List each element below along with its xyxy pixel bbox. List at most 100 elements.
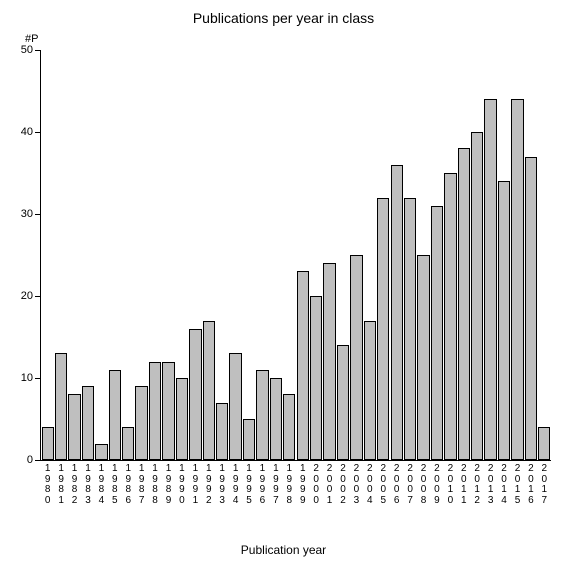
bar-slot: 2 0 0 0 xyxy=(309,50,322,460)
bar-slot: 2 0 1 0 xyxy=(444,50,457,460)
x-tick-label: 2 0 1 6 xyxy=(526,464,536,506)
y-tick-label: 40 xyxy=(21,126,33,138)
x-tick-label: 1 9 9 7 xyxy=(271,464,281,506)
bar-slot: 2 0 0 1 xyxy=(323,50,336,460)
bar xyxy=(511,99,523,460)
bar xyxy=(297,271,309,460)
bar xyxy=(176,378,188,460)
x-tick-label: 1 9 8 5 xyxy=(110,464,120,506)
bar-slot: 1 9 9 3 xyxy=(215,50,228,460)
bar-slot: 1 9 8 3 xyxy=(81,50,94,460)
x-tick-label: 2 0 1 3 xyxy=(486,464,496,506)
x-tick-label: 2 0 1 5 xyxy=(512,464,522,506)
bar-slot: 2 0 0 6 xyxy=(390,50,403,460)
x-tick-label: 1 9 8 1 xyxy=(56,464,66,506)
bar-slot: 1 9 8 0 xyxy=(41,50,54,460)
bar xyxy=(55,353,67,460)
x-tick-label: 2 0 0 1 xyxy=(325,464,335,506)
y-tick xyxy=(35,296,41,297)
publications-bar-chart: Publications per year in class #P 1 9 8 … xyxy=(0,0,567,567)
bar xyxy=(538,427,550,460)
x-tick-label: 2 0 0 9 xyxy=(432,464,442,506)
x-tick-label: 1 9 9 2 xyxy=(204,464,214,506)
x-axis-title: Publication year xyxy=(0,543,567,557)
y-tick xyxy=(35,378,41,379)
bar-slot: 2 0 0 8 xyxy=(417,50,430,460)
x-tick-label: 2 0 1 2 xyxy=(472,464,482,506)
bar-slot: 1 9 8 9 xyxy=(162,50,175,460)
x-tick-label: 1 9 9 8 xyxy=(284,464,294,506)
bar-slot: 2 0 1 6 xyxy=(524,50,537,460)
bar xyxy=(189,329,201,460)
bar xyxy=(283,394,295,460)
x-tick-label: 1 9 8 2 xyxy=(70,464,80,506)
x-tick-label: 1 9 9 1 xyxy=(190,464,200,506)
x-tick-label: 2 0 0 2 xyxy=(338,464,348,506)
x-tick-label: 2 0 0 8 xyxy=(419,464,429,506)
bar xyxy=(95,444,107,460)
bar xyxy=(471,132,483,460)
bar-slot: 1 9 9 0 xyxy=(175,50,188,460)
y-tick-label: 0 xyxy=(27,454,33,466)
bar xyxy=(229,353,241,460)
bar-slot: 1 9 9 7 xyxy=(269,50,282,460)
x-tick-label: 1 9 8 8 xyxy=(150,464,160,506)
bar xyxy=(498,181,510,460)
bar-slot: 1 9 8 1 xyxy=(54,50,67,460)
bar-slot: 1 9 9 8 xyxy=(283,50,296,460)
bar xyxy=(444,173,456,460)
y-tick-label: 30 xyxy=(21,208,33,220)
x-tick-label: 1 9 9 5 xyxy=(244,464,254,506)
x-tick-label: 2 0 1 1 xyxy=(459,464,469,506)
bar-slot: 2 0 0 9 xyxy=(430,50,443,460)
y-tick-label: 10 xyxy=(21,372,33,384)
x-tick-label: 1 9 9 6 xyxy=(257,464,267,506)
bar xyxy=(162,362,174,460)
bar xyxy=(82,386,94,460)
bars-group: 1 9 8 01 9 8 11 9 8 21 9 8 31 9 8 41 9 8… xyxy=(41,50,551,460)
bar-slot: 1 9 9 4 xyxy=(229,50,242,460)
bar xyxy=(135,386,147,460)
bar xyxy=(310,296,322,460)
x-tick-label: 1 9 8 9 xyxy=(164,464,174,506)
x-tick-label: 2 0 1 4 xyxy=(499,464,509,506)
bar-slot: 1 9 9 2 xyxy=(202,50,215,460)
x-tick-label: 2 0 0 6 xyxy=(392,464,402,506)
x-tick-label: 1 9 9 3 xyxy=(217,464,227,506)
bar-slot: 1 9 9 5 xyxy=(242,50,255,460)
bar-slot: 1 9 8 5 xyxy=(108,50,121,460)
bar-slot: 1 9 9 9 xyxy=(296,50,309,460)
bar-slot: 2 0 1 7 xyxy=(538,50,551,460)
bar xyxy=(458,148,470,460)
bar-slot: 2 0 0 5 xyxy=(377,50,390,460)
plot-area: 1 9 8 01 9 8 11 9 8 21 9 8 31 9 8 41 9 8… xyxy=(40,50,551,461)
bar xyxy=(323,263,335,460)
bar xyxy=(337,345,349,460)
bar-slot: 1 9 8 6 xyxy=(122,50,135,460)
bar-slot: 2 0 0 4 xyxy=(363,50,376,460)
bar xyxy=(203,321,215,460)
bar xyxy=(431,206,443,460)
x-tick-label: 1 9 9 0 xyxy=(177,464,187,506)
x-tick-label: 2 0 0 3 xyxy=(351,464,361,506)
y-tick-label: 50 xyxy=(21,44,33,56)
bar-slot: 2 0 1 5 xyxy=(511,50,524,460)
x-tick-label: 1 9 8 7 xyxy=(137,464,147,506)
x-tick-label: 1 9 9 4 xyxy=(231,464,241,506)
bar-slot: 2 0 1 3 xyxy=(484,50,497,460)
y-tick xyxy=(35,132,41,133)
bar xyxy=(484,99,496,460)
bar xyxy=(417,255,429,460)
bar-slot: 2 0 1 1 xyxy=(457,50,470,460)
x-tick-label: 1 9 8 3 xyxy=(83,464,93,506)
x-tick-label: 2 0 0 7 xyxy=(405,464,415,506)
bar xyxy=(42,427,54,460)
bar xyxy=(68,394,80,460)
x-tick-label: 1 9 9 9 xyxy=(298,464,308,506)
y-tick-label: 20 xyxy=(21,290,33,302)
x-tick-label: 2 0 1 0 xyxy=(445,464,455,506)
x-tick-label: 2 0 1 7 xyxy=(539,464,549,506)
x-tick-label: 2 0 0 5 xyxy=(378,464,388,506)
x-tick-label: 1 9 8 4 xyxy=(96,464,106,506)
bar xyxy=(404,198,416,460)
